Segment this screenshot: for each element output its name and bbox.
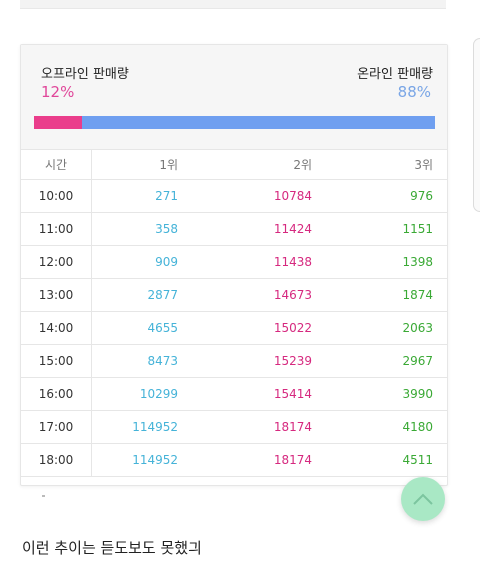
rank3-cell: 2967: [326, 344, 447, 378]
rank3-cell: 3990: [326, 377, 447, 411]
rank2-cell: 18174: [192, 443, 326, 477]
rank1-cell: 271: [91, 179, 192, 213]
rank1-cell: 4655: [91, 311, 192, 345]
rank1-cell: 10299: [91, 377, 192, 411]
table-row: 11:00 358 11424 1151: [21, 212, 447, 246]
rank2-cell: 15414: [192, 377, 326, 411]
time-cell: 10:00: [21, 179, 92, 213]
time-cell: 17:00: [21, 410, 92, 444]
sales-share-bar: [34, 116, 435, 129]
offline-sales-label: 오프라인 판매량: [41, 67, 129, 82]
table-row: 16:00 10299 15414 3990: [21, 377, 447, 411]
previous-content-strip: [20, 0, 446, 9]
rank3-cell: 1398: [326, 245, 447, 279]
rank3-cell: 4180: [326, 410, 447, 444]
table-row: 14:00 4655 15022 2063: [21, 311, 447, 345]
side-panel-edge: [473, 38, 480, 212]
table-row: 10:00 271 10784 976: [21, 179, 447, 213]
table-row: 17:00 114952 18174 4180: [21, 410, 447, 444]
rank3-cell: 4511: [326, 443, 447, 477]
column-header-rank1: 1위: [91, 149, 192, 180]
scroll-to-top-button[interactable]: [401, 477, 445, 521]
rank3-cell: 976: [326, 179, 447, 213]
rank1-cell: 358: [91, 212, 192, 246]
chevron-up-icon: [413, 493, 433, 505]
table-row: 15:00 8473 15239 2967: [21, 344, 447, 378]
time-cell: 11:00: [21, 212, 92, 246]
time-cell: 12:00: [21, 245, 92, 279]
time-cell: 18:00: [21, 443, 92, 477]
comment-text: 이런 추이는 듣도보도 못했긔: [22, 539, 202, 557]
rank2-cell: 18174: [192, 410, 326, 444]
rank1-cell: 2877: [91, 278, 192, 312]
rank1-cell: 909: [91, 245, 192, 279]
rank2-cell: 14673: [192, 278, 326, 312]
column-header-time: 시간: [21, 149, 92, 180]
online-sales-label: 온라인 판매량: [357, 67, 433, 82]
sales-ranking-card: 오프라인 판매량 12% 온라인 판매량 88% 시간 1위 2위 3위 10:…: [20, 44, 448, 486]
time-cell: 16:00: [21, 377, 92, 411]
online-sales-percent: 88%: [397, 83, 431, 101]
column-header-rank3: 3위: [326, 149, 447, 180]
rank1-cell: 114952: [91, 443, 192, 477]
time-cell: 15:00: [21, 344, 92, 378]
sales-share-header: 오프라인 판매량 12% 온라인 판매량 88%: [21, 45, 447, 150]
rank2-cell: 11438: [192, 245, 326, 279]
table-row: 12:00 909 11438 1398: [21, 245, 447, 279]
rank3-cell: 1151: [326, 212, 447, 246]
offline-share-fill: [34, 116, 83, 129]
offline-sales-percent: 12%: [41, 83, 75, 101]
column-header-rank2: 2위: [192, 149, 326, 180]
table-header-row: 시간 1위 2위 3위: [21, 149, 447, 180]
table-row: 13:00 2877 14673 1874: [21, 278, 447, 312]
rank3-cell: 1874: [326, 278, 447, 312]
rank2-cell: 11424: [192, 212, 326, 246]
time-cell: 14:00: [21, 311, 92, 345]
rank1-cell: 114952: [91, 410, 192, 444]
rank1-cell: 8473: [91, 344, 192, 378]
online-share-fill: [82, 116, 435, 129]
table-row: 18:00 114952 18174 4511: [21, 443, 447, 477]
rank2-cell: 15022: [192, 311, 326, 345]
ranking-table: 시간 1위 2위 3위 10:00 271 10784 976 11:00 35…: [21, 149, 447, 477]
rank2-cell: 15239: [192, 344, 326, 378]
time-cell: 13:00: [21, 278, 92, 312]
divider-dot: [42, 495, 45, 497]
rank2-cell: 10784: [192, 179, 326, 213]
rank3-cell: 2063: [326, 311, 447, 345]
